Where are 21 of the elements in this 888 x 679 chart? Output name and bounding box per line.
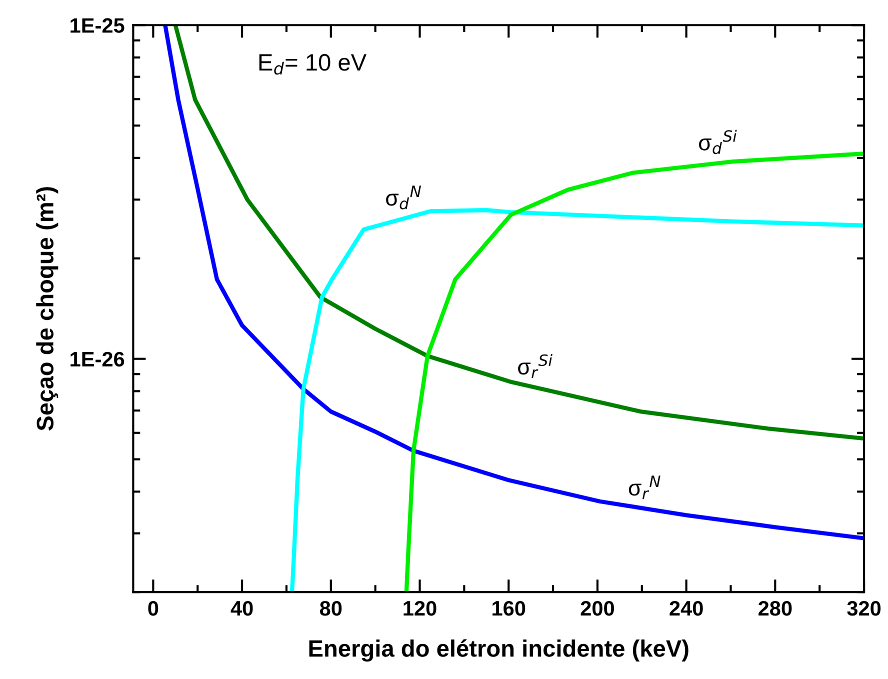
x-tick-label: 200 (580, 600, 614, 616)
series-label: σ$_{r}$$^{Si}$ (518, 354, 552, 378)
annotation: E$_{d}$= 10 eV (259, 54, 366, 75)
x-tick-label: 0 (148, 600, 158, 616)
series-label: σ$_{r}$$^{N}$ (628, 476, 660, 500)
x-tick-label: 280 (758, 600, 792, 616)
series-label: σ$_{d}$$^{Si}$ (699, 130, 737, 154)
y-axis-title: Seçao de choque (m²) (36, 187, 58, 431)
series-label: σ$_{d}$$^{N}$ (386, 186, 421, 210)
line-series (173, 25, 864, 441)
line-series (290, 208, 864, 592)
y-tick-label: 1E-25 (70, 18, 124, 33)
x-tick-label: 240 (670, 600, 703, 616)
x-axis-title: Energia do elétron incidente (keV) (309, 639, 688, 662)
x-tick-label: 40 (230, 600, 253, 616)
y-tick-label: 1E-26 (70, 352, 124, 367)
x-tick-label: 320 (847, 600, 881, 616)
line-series (163, 25, 864, 540)
x-tick-label: 160 (492, 600, 526, 616)
x-tick-label: 120 (404, 600, 436, 616)
x-tick-label: 80 (320, 600, 342, 616)
